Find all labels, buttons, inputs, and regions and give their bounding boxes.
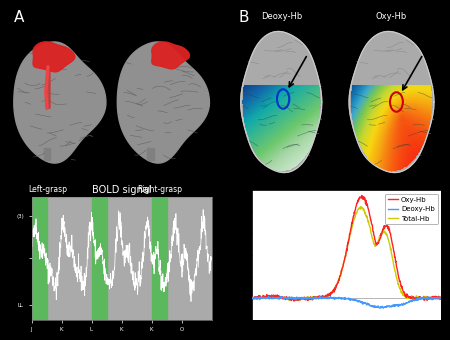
Deoxy-Hb <box>392 303 398 307</box>
Deoxy-Hb <box>381 306 386 310</box>
Polygon shape <box>147 148 153 160</box>
Total-Hb <box>298 297 304 301</box>
Deoxy-Hb <box>249 296 255 301</box>
Polygon shape <box>14 42 106 163</box>
Text: time: time <box>318 323 337 332</box>
Text: Left-grasp: Left-grasp <box>28 185 68 194</box>
Title: BOLD signal: BOLD signal <box>92 185 151 195</box>
Text: A: A <box>14 10 24 25</box>
Deoxy-Hb <box>283 296 288 300</box>
Deoxy-Hb <box>335 296 341 301</box>
Line: Deoxy-Hb: Deoxy-Hb <box>252 296 441 308</box>
Oxy-Hb <box>359 193 364 198</box>
Total-Hb <box>361 208 367 212</box>
Oxy-Hb <box>335 280 341 285</box>
Bar <box>32 197 46 320</box>
Polygon shape <box>152 42 189 69</box>
Total-Hb <box>283 297 288 301</box>
Oxy-Hb <box>438 296 444 301</box>
Bar <box>152 197 166 320</box>
Text: B: B <box>238 10 249 25</box>
Polygon shape <box>33 42 75 72</box>
Line: Oxy-Hb: Oxy-Hb <box>252 195 441 301</box>
Polygon shape <box>46 67 50 108</box>
Y-axis label: umol/l: umol/l <box>226 243 235 267</box>
Line: Total-Hb: Total-Hb <box>252 207 441 301</box>
Total-Hb <box>335 280 341 285</box>
Oxy-Hb <box>376 240 382 244</box>
Deoxy-Hb <box>438 296 444 301</box>
Text: Deoxy-Hb: Deoxy-Hb <box>261 12 302 21</box>
Total-Hb <box>287 299 292 303</box>
Oxy-Hb <box>392 255 398 259</box>
Polygon shape <box>44 148 50 160</box>
Oxy-Hb <box>283 298 288 302</box>
Polygon shape <box>241 32 322 172</box>
Total-Hb <box>438 296 444 301</box>
Legend: Oxy-Hb, Deoxy-Hb, Total-Hb: Oxy-Hb, Deoxy-Hb, Total-Hb <box>385 194 437 224</box>
Total-Hb <box>358 205 364 209</box>
Polygon shape <box>349 32 434 172</box>
Total-Hb <box>249 296 255 301</box>
Text: Right-grasp: Right-grasp <box>137 185 182 194</box>
Deoxy-Hb <box>298 296 303 300</box>
Total-Hb <box>376 237 382 241</box>
Deoxy-Hb <box>376 305 381 309</box>
Total-Hb <box>392 269 398 273</box>
Oxy-Hb <box>249 295 255 299</box>
Polygon shape <box>117 42 209 163</box>
Bar <box>91 197 107 320</box>
Oxy-Hb <box>291 299 297 303</box>
Deoxy-Hb <box>361 301 366 305</box>
Text: Oxy-Hb: Oxy-Hb <box>376 12 407 21</box>
Oxy-Hb <box>298 296 304 300</box>
Oxy-Hb <box>361 195 367 200</box>
Deoxy-Hb <box>317 294 323 299</box>
